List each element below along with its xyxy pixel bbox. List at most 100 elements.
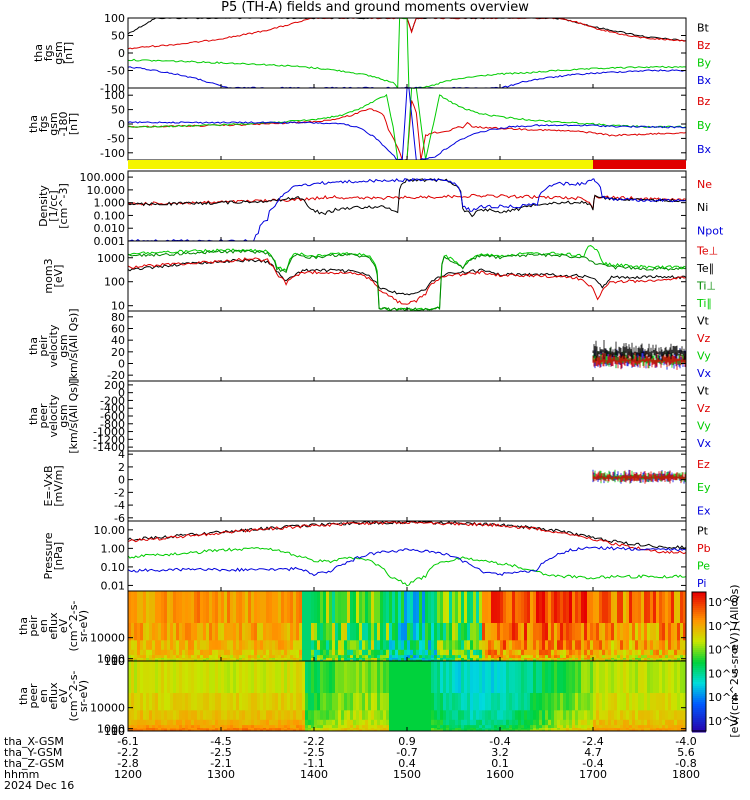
peir_spec-ylabel: tha [17,617,30,635]
peir_spec-cell [530,654,534,658]
peir_spec-cell [626,622,630,641]
peir_spec-cell [272,639,276,650]
peer_spec-cell [164,727,168,730]
peer_spec-cell [395,692,399,711]
peir_spec-cell [575,591,579,623]
peer_spec-cell [215,724,219,728]
peer_spec-cell [158,661,162,693]
peir_spec-cell [623,654,627,658]
peir_spec-cell [209,659,213,661]
peer_spec-cell [257,709,261,720]
peir_spec-cell [356,639,360,650]
peir_spec-cell [446,591,450,623]
peer_spec-cell [542,729,546,731]
peer_spec-cell [452,729,456,731]
peer_spec-cell [515,727,519,730]
peir_spec-cell [500,622,504,641]
peir_spec-cell [503,591,507,623]
peir_spec-cell [467,654,471,658]
peer_spec-cell [383,719,387,726]
peir_spec-cell [140,622,144,641]
peir_spec-cell [554,639,558,650]
peir_spec-cell [200,639,204,650]
peir_spec-cell [410,649,414,656]
peer_spec-cell [338,727,342,730]
peer_spec-cell [191,719,195,726]
peer_spec-cell [203,719,207,726]
peir_spec-cell [416,591,420,623]
peir_spec-cell [554,649,558,656]
peir_spec-cell [584,649,588,656]
peir_spec-cell [266,591,270,623]
peer_spec-cell [209,709,213,720]
peir_spec-cell [242,659,246,661]
peer_spec-cell [539,719,543,726]
peer_spec-cell [473,692,477,711]
peer_spec-cell [410,661,414,693]
peir_spec-cell [224,654,228,658]
peir_spec-cell [419,654,423,658]
peer_spec-cell [302,719,306,726]
peir_spec-ytick-label: 1000 [97,653,125,666]
peir_spec-cell [377,654,381,658]
peer_spec-cell [524,727,528,730]
peer_spec-cell [224,661,228,693]
peir_spec-cell [653,639,657,650]
peir_spec-cell [173,591,177,623]
peir_spec-cell [518,654,522,658]
peir_spec-cell [305,639,309,650]
page-title: P5 (TH-A) fields and ground moments over… [221,0,529,15]
density-ytick-label: 100.000 [80,171,126,184]
peer_spec-cell [470,719,474,726]
peer_spec-cell [485,724,489,728]
peir_spec-cell [509,659,513,661]
peir_spec-cell [152,649,156,656]
peer_spec-cell [311,692,315,711]
peir_spec-cell [227,649,231,656]
peer_spec-cell [383,661,387,693]
peir_spec-cell [257,649,261,656]
peer_vel-ytick-label: 0 [118,387,125,400]
peer_spec-cell [398,709,402,720]
peir_spec-cell [344,654,348,658]
peer_spec-cell [455,724,459,728]
peir_spec-cell [185,649,189,656]
peer_spec-cell [164,724,168,728]
peer_spec-cell [464,724,468,728]
peir_spec-cell [359,654,363,658]
peer_spec-cell [404,661,408,693]
peir_spec-cell [587,654,591,658]
peir_spec-cell [428,657,432,660]
peer_spec-cell [533,729,537,731]
peer_spec-cell [224,692,228,711]
peer_spec-cell [509,661,513,693]
peir_spec-cell [509,639,513,650]
peir_spec-cell [563,659,567,661]
peir_spec-cell [368,622,372,641]
peer_spec-cell [296,709,300,720]
peir_spec-cell [635,657,639,660]
peir_spec-cell [137,639,141,650]
peer_spec-cell [404,724,408,728]
peir_spec-cell [425,654,429,658]
peer_spec-cell [365,719,369,726]
peer_spec-cell [464,729,468,731]
peir_spec-cell [323,622,327,641]
peir_spec-cell [353,657,357,660]
pressure-series-Pe [128,547,686,587]
peir_spec-cell [317,657,321,660]
peir_spec-cell [491,657,495,660]
peir_spec-cell [422,654,426,658]
peir_spec-cell [224,591,228,623]
peer_spec-cell [503,692,507,711]
peer_spec-cell [395,661,399,693]
peir_spec-cell [590,657,594,660]
peer_spec-cell [191,727,195,730]
peer_spec-cell [437,692,441,711]
peir_spec-cell [434,591,438,623]
peer_spec-cell [494,727,498,730]
peir_spec-cell [395,639,399,650]
peir_spec-cell [419,622,423,641]
peir_spec-cell [449,591,453,623]
